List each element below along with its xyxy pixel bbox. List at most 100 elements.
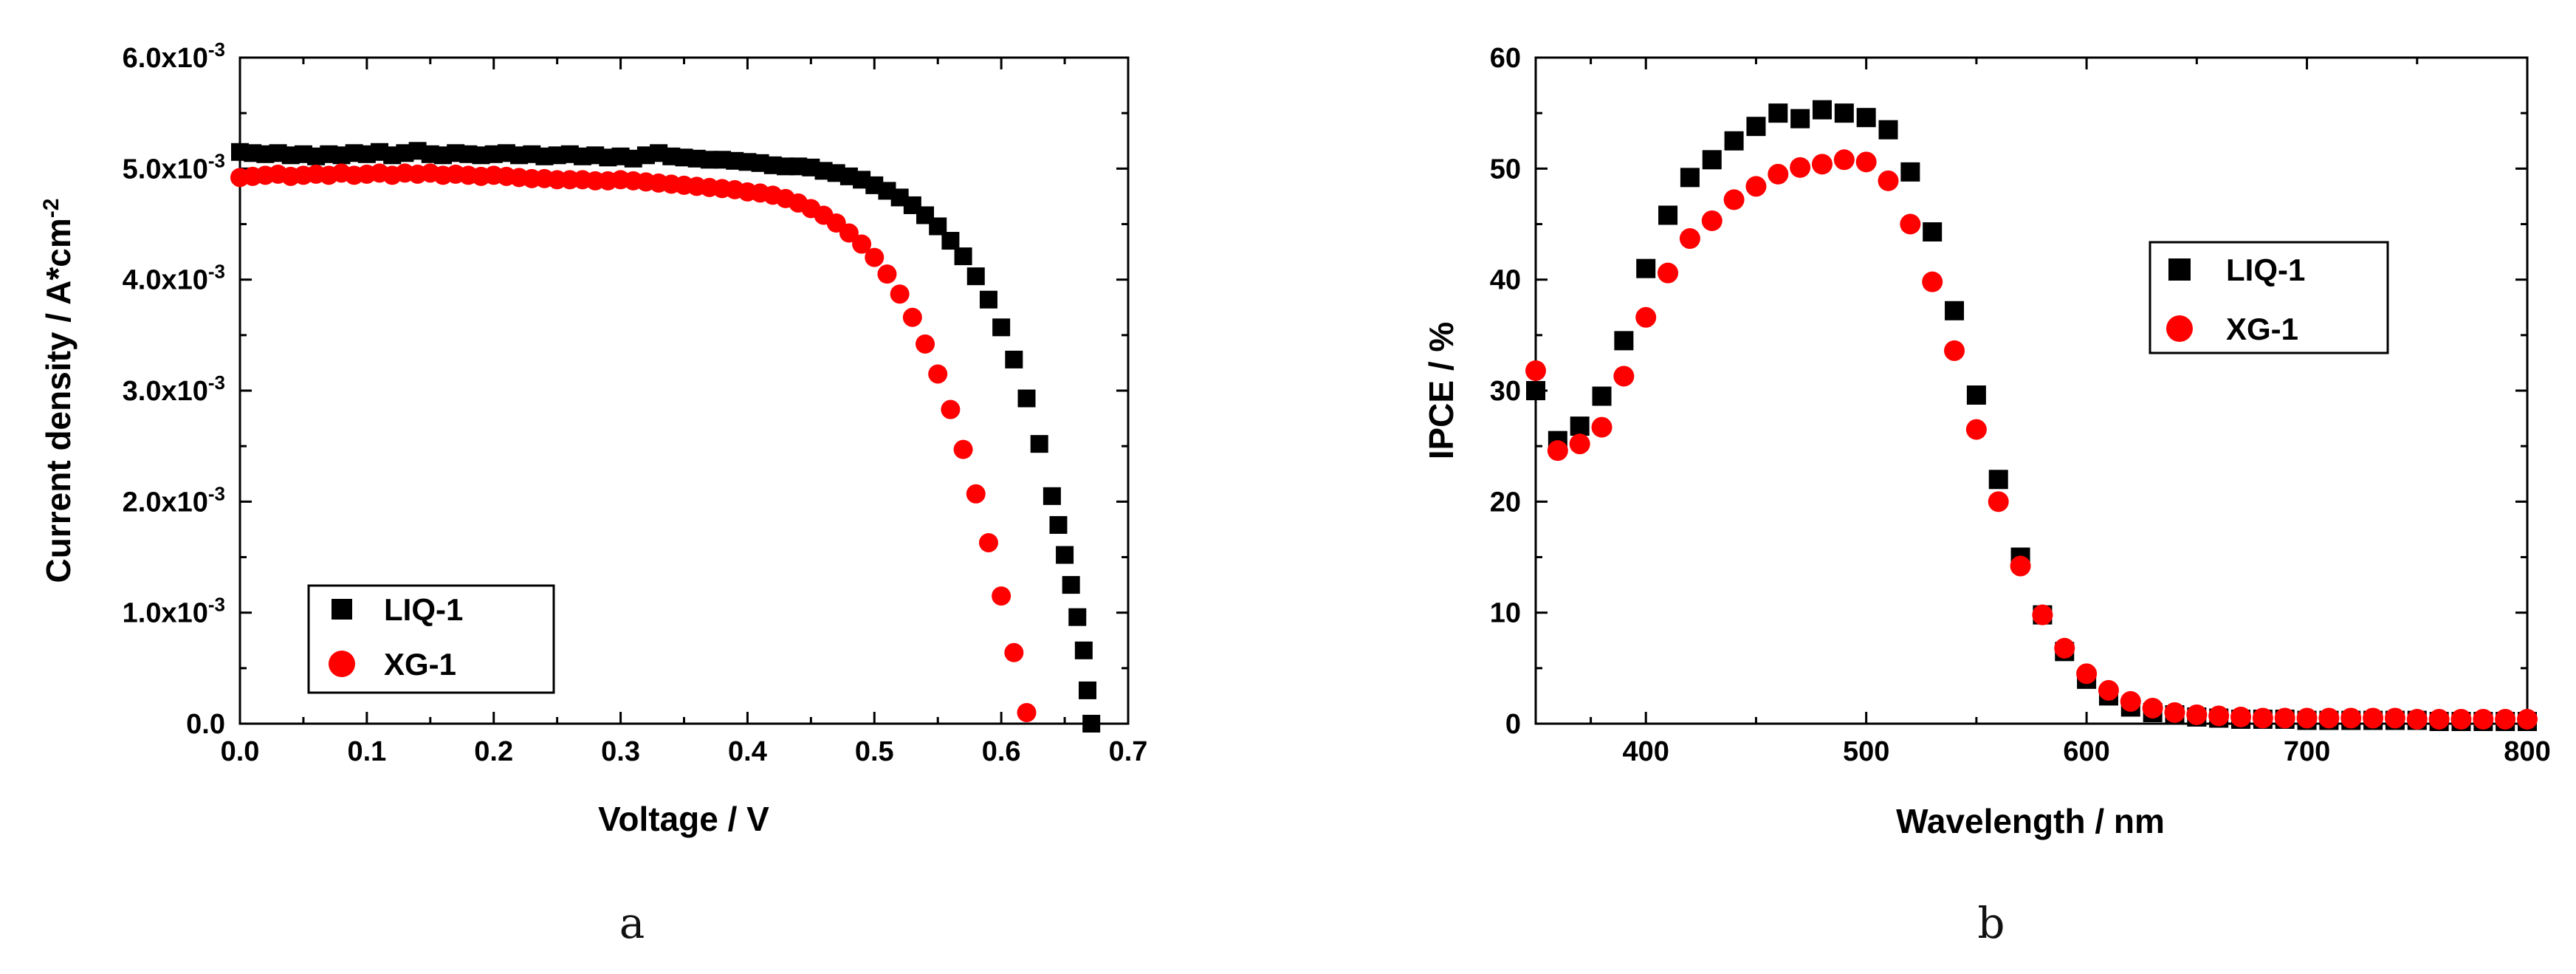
point-xg-1-b (1878, 170, 1899, 191)
point-liq-1-a (954, 247, 972, 266)
y-axis-title-a: Current density / A*cm-2 (39, 199, 78, 583)
point-xg-1-b (2120, 690, 2141, 712)
legend-label-xg1-a: XG-1 (384, 647, 456, 682)
point-xg-1-b (1811, 154, 1833, 175)
tick-marks-b (1536, 56, 2529, 725)
x-tick-label-a: 0.2 (474, 736, 513, 767)
y-tick-label-base-a: 1.0x10 (123, 598, 208, 629)
series-xg-1-a (230, 163, 1037, 722)
point-liq-1-b (1834, 103, 1854, 123)
y-tick-label-exp-a: -3 (208, 482, 225, 504)
legend-label-xg1-b: XG-1 (2226, 312, 2298, 346)
panel-b: 400 500 600 700 800 0 10 20 30 40 50 60 Wavelength … (1422, 43, 2551, 948)
point-xg-1-b (2517, 708, 2538, 730)
y-tick-label-a: 5.0x10-3 (123, 149, 225, 185)
point-liq-1-a (1056, 546, 1074, 564)
legend-label-liq1-b: LIQ-1 (2226, 253, 2305, 287)
y-tick-label-base-a: 4.0x10 (123, 265, 208, 296)
y-axis-title-b: IPCE / % (1422, 322, 1460, 460)
point-liq-1-a (1017, 389, 1036, 408)
x-tick-label-a: 0.4 (728, 736, 767, 767)
y-axis-title-a-exp: -2 (39, 199, 63, 219)
point-liq-1-b (1878, 120, 1898, 140)
legend-marker-xg1-a (329, 651, 355, 677)
x-tick-label-a: 0.1 (347, 736, 386, 767)
point-liq-1-b (1988, 470, 2008, 490)
point-xg-1-b (1635, 306, 1657, 328)
point-liq-1-a (966, 267, 985, 286)
tick-labels-b: 400 500 600 700 800 0 10 20 30 40 50 60 (1490, 43, 2551, 767)
point-liq-1-b (1900, 162, 1920, 182)
series-liq-1-b (1526, 100, 2537, 731)
legend-marker-xg1-b (2166, 315, 2193, 342)
point-xg-1-b (2318, 707, 2340, 729)
point-xg-1-b (1944, 340, 1965, 361)
point-xg-1-a (902, 307, 922, 327)
data-points-b (1525, 100, 2538, 731)
panel-label-b: b (1977, 898, 2005, 948)
legend-a: LIQ-1 XG-1 (307, 584, 555, 694)
point-xg-1-a (966, 484, 986, 504)
point-liq-1-b (1945, 301, 1965, 320)
point-xg-1-b (2363, 707, 2384, 729)
y-tick-label-base-a: 6.0x10 (123, 43, 208, 74)
point-xg-1-b (1988, 491, 2009, 512)
point-liq-1-a (941, 232, 960, 250)
point-liq-1-b (1923, 222, 1943, 242)
point-xg-1-b (1591, 416, 1612, 438)
point-liq-1-a (979, 290, 997, 309)
point-liq-1-a (1043, 487, 1061, 505)
point-xg-1-b (2098, 679, 2119, 701)
point-xg-1-b (1569, 433, 1590, 455)
plot-frame-b (1534, 56, 2529, 725)
point-xg-1-a (1017, 702, 1037, 722)
y-tick-label-base-a: 3.0x10 (123, 376, 208, 407)
point-liq-1-a (1030, 435, 1048, 453)
point-liq-1-b (1636, 258, 1656, 278)
x-axis-title-b: Wavelength / nm (1896, 802, 2165, 840)
point-xg-1-b (1723, 189, 1745, 210)
point-xg-1-b (2142, 697, 2163, 719)
point-xg-1-b (1525, 360, 1546, 381)
point-xg-1-b (2032, 604, 2053, 625)
x-tick-label-a: 0.7 (1109, 736, 1148, 767)
point-xg-1-a (839, 223, 859, 243)
point-xg-1-b (1922, 271, 1943, 292)
point-xg-1-a (852, 234, 872, 254)
point-liq-1-b (1570, 416, 1590, 436)
y-tick-label-base-a: 5.0x10 (123, 154, 208, 185)
point-liq-1-a (1068, 608, 1087, 626)
point-xg-1-b (2164, 702, 2185, 723)
y-axis-title-a-base: Current density / A*cm (39, 218, 78, 583)
point-xg-1-b (2208, 705, 2230, 727)
point-xg-1-b (1965, 419, 1987, 440)
x-tick-label-b: 500 (1843, 736, 1889, 767)
y-tick-label-exp-a: -3 (208, 149, 225, 171)
point-liq-1-a (1005, 350, 1023, 368)
point-xg-1-a (877, 264, 897, 284)
point-liq-1-b (1658, 205, 1678, 225)
legend-marker-liq1-a (332, 599, 352, 620)
x-tick-label-a: 0.5 (855, 736, 894, 767)
point-xg-1-b (2340, 707, 2362, 729)
y-tick-label-b: 20 (1490, 487, 1521, 518)
legend-label-liq1-a: LIQ-1 (384, 592, 463, 627)
point-liq-1-b (1768, 103, 1788, 123)
point-liq-1-b (1812, 100, 1832, 120)
y-tick-label-exp-a: -3 (208, 261, 225, 283)
y-tick-label-a: 6.0x10-3 (123, 38, 225, 74)
point-liq-1-b (1526, 381, 1545, 400)
y-tick-label-b: 30 (1490, 376, 1521, 407)
point-xg-1-b (1833, 149, 1855, 171)
point-xg-1-a (978, 532, 998, 552)
x-axis-title-a: Voltage / V (598, 800, 769, 838)
point-xg-1-b (2010, 555, 2031, 577)
y-tick-label-b: 50 (1490, 154, 1521, 185)
point-xg-1-a (916, 334, 935, 354)
point-liq-1-b (1680, 168, 1700, 188)
point-liq-1-a (1062, 576, 1080, 594)
y-tick-label-b: 60 (1490, 43, 1521, 74)
point-liq-1-b (1856, 108, 1876, 128)
point-xg-1-b (2230, 706, 2252, 727)
y-tick-label-a: 3.0x10-3 (123, 371, 225, 407)
